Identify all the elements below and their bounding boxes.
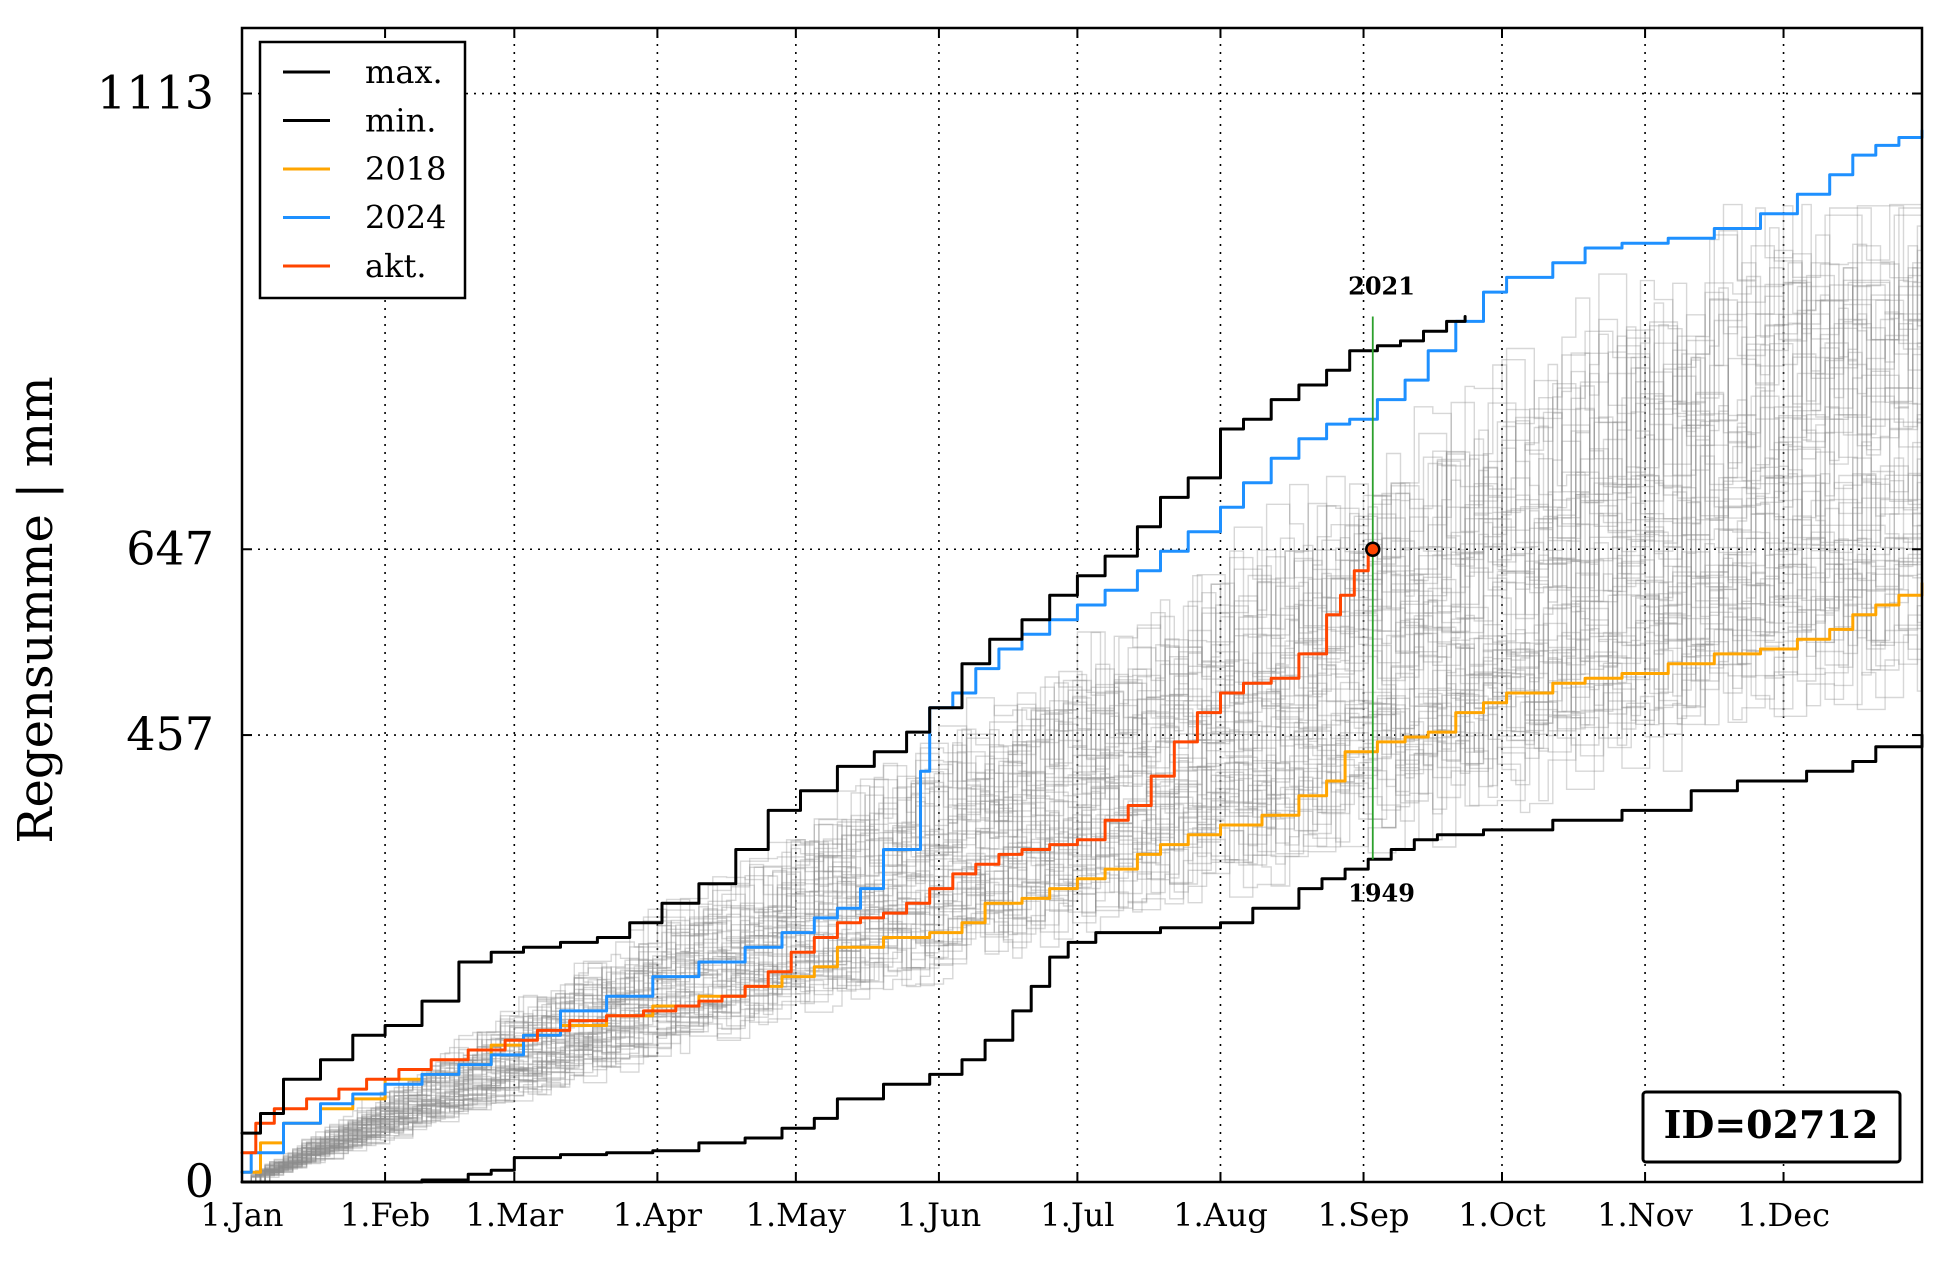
climatology-lines — [242, 203, 1923, 1183]
climatology-line — [242, 281, 1923, 1183]
climatology-line — [242, 318, 1922, 1183]
x-tick-label: 1.Jan — [200, 1196, 283, 1234]
climatology-line — [242, 247, 1923, 1183]
series-lines — [240, 129, 1924, 1184]
climatology-line — [242, 536, 1923, 1183]
climatology-line — [242, 205, 1923, 1183]
climatology-line — [242, 557, 1923, 1183]
x-tick-label: 1.Apr — [613, 1196, 703, 1234]
climatology-line — [242, 267, 1923, 1183]
climatology-line — [242, 342, 1922, 1183]
x-tick-label: 1.Dec — [1737, 1196, 1830, 1234]
y-axis-label: Regensumme | mm — [8, 376, 64, 843]
climatology-line — [242, 474, 1923, 1183]
climatology-line — [242, 473, 1923, 1183]
climatology-line — [242, 572, 1923, 1183]
climatology-line — [242, 299, 1923, 1183]
axes: 1.Jan 1.Feb 1.Mar 1.Apr 1.May 1.Jun 1.Jul 1.Aug… — [97, 26, 1924, 1234]
legend-label: min. — [365, 102, 436, 140]
climatology-line — [242, 605, 1922, 1183]
x-tick-label: 1.May — [746, 1196, 846, 1234]
climatology-line — [242, 561, 1923, 1183]
id-box: ID=02712 — [1641, 1090, 1902, 1164]
legend-label: max. — [365, 53, 443, 91]
y-tick-label: 457 — [126, 707, 214, 761]
x-tick-label: 1.Jun — [897, 1196, 982, 1234]
climatology-line — [242, 262, 1923, 1183]
x-tick-label: 1.Aug — [1173, 1196, 1268, 1234]
climatology-line — [242, 299, 1923, 1183]
climatology-line — [242, 274, 1923, 1183]
x-tick-label: 1.Nov — [1597, 1196, 1693, 1234]
series-line-2024 — [240, 129, 1924, 1174]
climatology-line — [242, 628, 1923, 1183]
x-tick-label: 1.Feb — [340, 1196, 430, 1234]
legend-label: 2024 — [365, 199, 446, 237]
climatology-line — [242, 568, 1923, 1183]
climatology-line — [242, 299, 1923, 1183]
id-box-frame — [1641, 1090, 1902, 1164]
series-line-max — [240, 315, 1467, 1135]
climatology-line — [242, 406, 1923, 1183]
x-tick-label: 1.Sep — [1318, 1196, 1410, 1234]
legend-label: akt. — [365, 247, 427, 285]
climatology-line — [242, 474, 1923, 1183]
legend: max. min. 2018 2024 akt. — [258, 40, 467, 300]
climatology-line — [242, 498, 1923, 1183]
climatology-line — [242, 568, 1923, 1183]
x-tick-label: 1.Mar — [465, 1196, 563, 1234]
climatology-line — [242, 589, 1923, 1183]
climatology-line — [242, 284, 1923, 1183]
annotation-1949: 1949 — [1348, 878, 1415, 907]
climatology-line — [242, 249, 1922, 1183]
annotations: 2021 1949 — [1348, 272, 1415, 908]
climatology-line — [242, 294, 1923, 1183]
y-tick-label: 1113 — [97, 66, 214, 120]
y-tick-label: 0 — [185, 1154, 214, 1208]
climatology-line — [242, 203, 1923, 1183]
climatology-line — [242, 481, 1922, 1183]
climatology-line — [242, 214, 1923, 1183]
climatology-line — [242, 513, 1923, 1183]
climatology-line — [242, 441, 1923, 1183]
climatology-line — [242, 414, 1922, 1183]
climatology-line — [242, 441, 1923, 1183]
legend-label: 2018 — [365, 150, 446, 188]
climatology-line — [242, 538, 1923, 1183]
annotation-2021: 2021 — [1348, 272, 1415, 301]
series-line-akt — [240, 547, 1370, 1155]
current-value-marker — [1365, 541, 1381, 558]
climatology-line — [242, 267, 1922, 1183]
series-line-min — [240, 733, 1924, 1184]
plot-frame — [240, 26, 1924, 1184]
climatology-line — [242, 547, 1923, 1183]
climatology-line — [242, 537, 1923, 1183]
climatology-line — [242, 573, 1923, 1183]
climatology-line — [242, 474, 1923, 1183]
climatology-line — [242, 553, 1922, 1183]
climatology-line — [242, 563, 1923, 1183]
climatology-line — [242, 207, 1922, 1183]
x-tick-label: 1.Jul — [1040, 1196, 1114, 1234]
climatology-line — [242, 279, 1923, 1183]
climatology-line — [242, 614, 1922, 1183]
climatology-line — [242, 285, 1923, 1183]
id-box-label: ID=02712 — [1664, 1102, 1879, 1147]
grid-lines — [242, 28, 1922, 1182]
climatology-line — [242, 313, 1923, 1183]
y-tick-label: 647 — [126, 521, 214, 575]
climatology-line — [242, 563, 1923, 1183]
x-tick-label: 1.Oct — [1458, 1196, 1546, 1234]
climatology-line — [242, 351, 1923, 1183]
climatology-line — [242, 418, 1922, 1183]
